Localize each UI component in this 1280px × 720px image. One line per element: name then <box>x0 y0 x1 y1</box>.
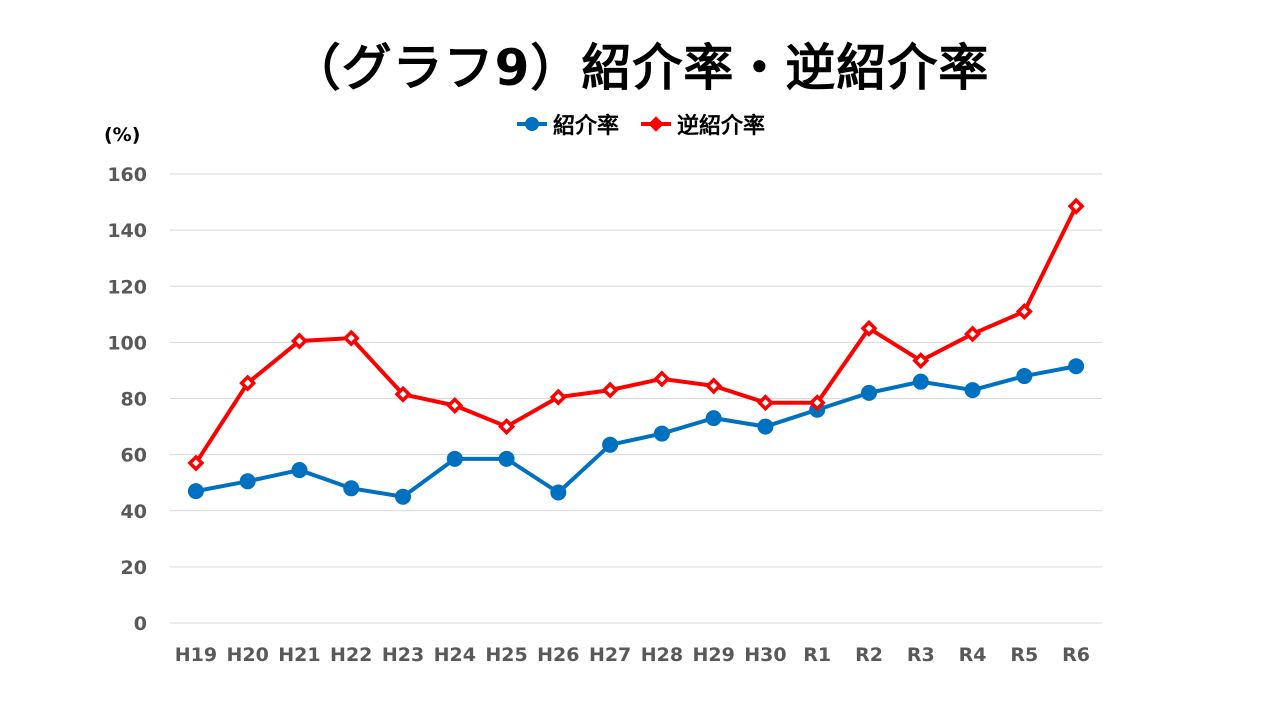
x-tick-label: R1 <box>803 644 831 666</box>
legend-label-series-1: 紹介率 <box>552 114 619 139</box>
y-tick-label: 60 <box>121 445 147 467</box>
data-point-series-1 <box>291 462 308 479</box>
data-point-series-2 <box>187 454 205 472</box>
y-tick-label: 160 <box>107 164 147 186</box>
x-tick-label: H29 <box>692 644 734 666</box>
data-point-series-2 <box>964 325 982 343</box>
data-point-series-1 <box>912 373 929 390</box>
legend-marker-circle-icon <box>516 117 547 131</box>
x-tick-label: R4 <box>959 644 987 666</box>
data-point-series-2 <box>912 352 930 370</box>
x-tick-label: H19 <box>175 644 217 666</box>
x-tick-label: H26 <box>537 644 579 666</box>
y-tick-label: 0 <box>134 613 147 635</box>
x-tick-label: H24 <box>434 644 476 666</box>
data-point-series-1 <box>705 410 722 427</box>
data-point-series-1 <box>446 450 463 467</box>
series-line-1 <box>195 364 1077 499</box>
y-axis-unit-label: (%) <box>104 124 141 146</box>
data-point-series-1 <box>861 384 877 401</box>
x-tick-label: H20 <box>226 644 268 666</box>
x-tick-label: R3 <box>907 644 935 666</box>
data-point-series-1 <box>1068 358 1085 375</box>
y-tick-label: 40 <box>121 501 147 523</box>
data-point-series-2 <box>653 370 671 388</box>
y-tick-label: 140 <box>107 220 147 242</box>
x-tick-label: H27 <box>589 644 631 666</box>
data-point-series-1 <box>964 382 981 399</box>
data-point-series-2 <box>342 329 360 347</box>
x-tick-label: H22 <box>330 644 372 666</box>
x-tick-label: R2 <box>855 644 883 666</box>
y-tick-label: 100 <box>107 332 147 354</box>
data-point-series-2 <box>239 374 257 392</box>
data-point-series-2 <box>601 381 619 399</box>
data-point-series-1 <box>653 425 670 442</box>
x-tick-label: H23 <box>382 644 424 666</box>
legend: 紹介率 逆紹介率 <box>0 108 1280 140</box>
data-point-series-2 <box>1015 303 1033 320</box>
data-point-series-1 <box>1016 368 1033 385</box>
x-tick-label: H25 <box>485 644 527 666</box>
data-point-series-2 <box>394 385 412 403</box>
data-point-series-1 <box>602 436 619 453</box>
data-point-series-2 <box>446 397 464 414</box>
data-point-series-2 <box>290 332 308 350</box>
data-point-series-1 <box>239 473 256 490</box>
data-point-series-2 <box>1067 197 1085 215</box>
x-tick-label: H21 <box>278 644 320 666</box>
x-tick-label: H30 <box>744 644 786 666</box>
legend-label-series-2: 逆紹介率 <box>677 114 766 139</box>
x-tick-label: H28 <box>641 644 683 666</box>
y-tick-label: 20 <box>121 557 147 579</box>
data-point-series-1 <box>343 480 360 497</box>
series-line-2 <box>194 205 1078 465</box>
x-tick-label: R6 <box>1062 644 1090 666</box>
data-point-series-2 <box>549 388 567 406</box>
data-point-series-2 <box>860 319 878 337</box>
y-tick-label: 120 <box>107 276 147 298</box>
legend-item-series-1: 紹介率 <box>515 108 619 140</box>
data-point-series-1 <box>550 484 567 501</box>
data-point-series-1 <box>187 483 204 500</box>
data-point-series-1 <box>757 418 774 435</box>
chart-title: （グラフ9）紹介率・逆紹介率 <box>290 39 990 97</box>
data-point-series-2 <box>705 377 723 395</box>
data-point-series-1 <box>395 488 411 505</box>
legend-item-series-2: 逆紹介率 <box>639 108 765 140</box>
y-tick-label: 80 <box>121 389 147 411</box>
x-tick-label: R5 <box>1010 644 1038 666</box>
data-point-series-1 <box>498 450 515 467</box>
data-point-series-2 <box>756 394 774 412</box>
legend-marker-diamond-icon <box>641 116 671 132</box>
data-point-series-2 <box>808 394 826 412</box>
data-point-series-2 <box>498 418 516 436</box>
